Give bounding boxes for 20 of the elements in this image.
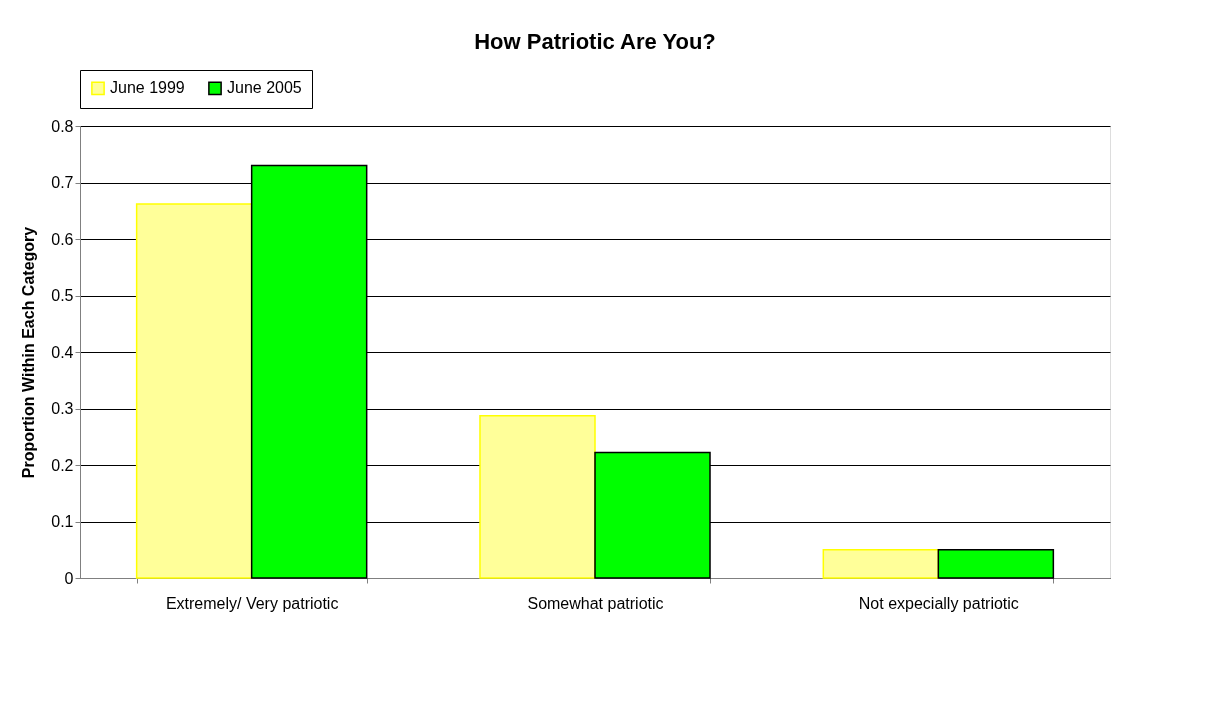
y-tick-label: 0.4 bbox=[51, 343, 74, 361]
y-tick-label: 0.5 bbox=[51, 287, 74, 304]
bar bbox=[822, 549, 940, 579]
y-tick-label: 0.7 bbox=[51, 174, 74, 191]
legend-label: June 2005 bbox=[227, 79, 302, 97]
bar bbox=[135, 203, 253, 579]
y-tick-label: 0.1 bbox=[51, 513, 74, 530]
x-tick-label: Not expecially patriotic bbox=[858, 594, 1019, 612]
bar bbox=[479, 415, 596, 579]
legend-label: June 1999 bbox=[110, 79, 185, 97]
y-tick-label: 0.6 bbox=[51, 230, 74, 248]
x-tick-label: Extremely/ Very patriotic bbox=[165, 594, 339, 612]
x-tick-label: Somewhat patriotic bbox=[527, 594, 664, 612]
bar bbox=[937, 549, 1055, 579]
y-tick-label: 0.8 bbox=[51, 117, 74, 135]
y-tick-label: 0 bbox=[64, 569, 74, 587]
chart-title: How Patriotic Are You? bbox=[474, 28, 716, 54]
y-tick-label: 0.3 bbox=[51, 400, 74, 417]
y-axis-title: Proportion Within Each Category bbox=[20, 226, 38, 479]
y-tick-label: 0.2 bbox=[51, 456, 74, 474]
